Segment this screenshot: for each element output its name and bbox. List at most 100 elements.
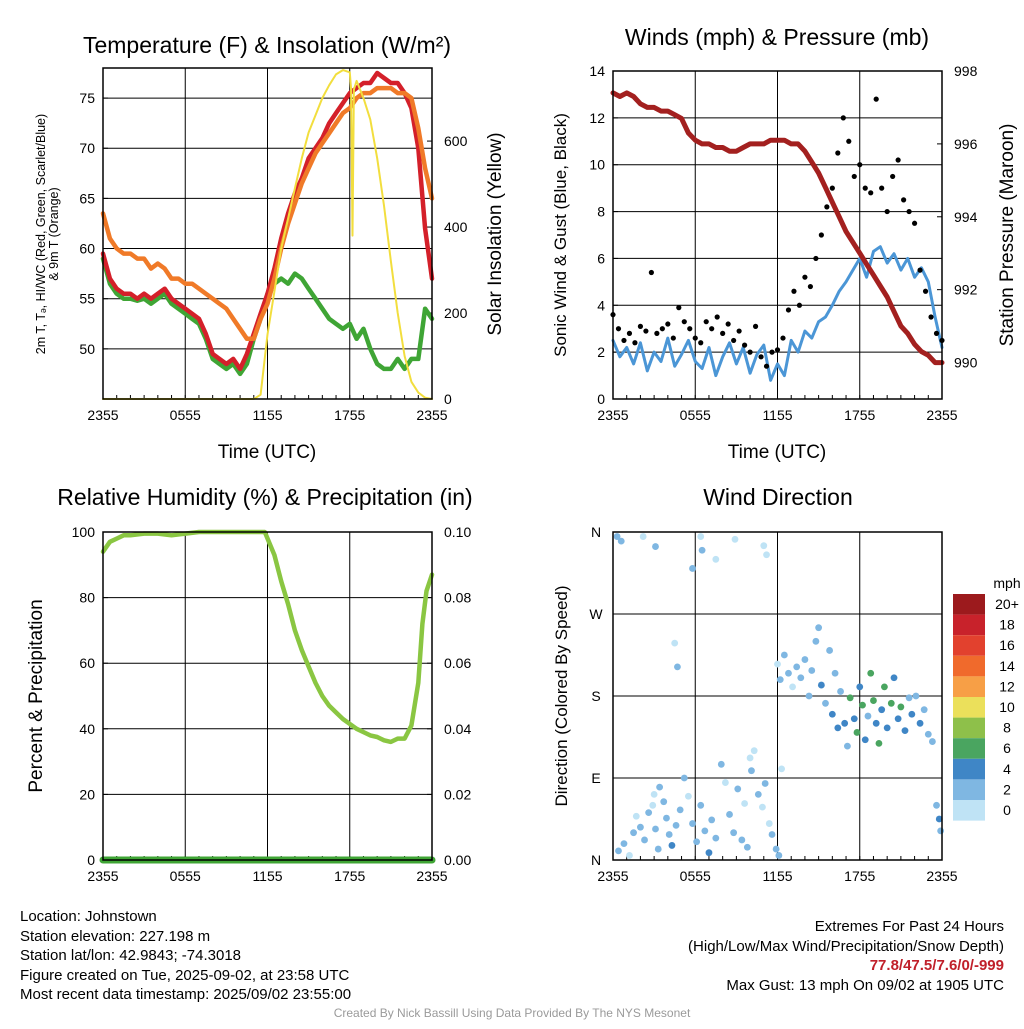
direction-point bbox=[641, 836, 648, 844]
gust-point bbox=[659, 326, 665, 332]
direction-point bbox=[937, 827, 945, 835]
gust-point bbox=[895, 157, 901, 163]
direction-point bbox=[615, 847, 622, 855]
x-tick-label: 0555 bbox=[170, 407, 201, 423]
direction-point bbox=[731, 535, 739, 543]
gust-point bbox=[615, 326, 622, 332]
direction-point bbox=[933, 801, 940, 809]
gust-point bbox=[890, 173, 896, 180]
direction-point bbox=[881, 683, 888, 691]
gust-point bbox=[829, 185, 835, 191]
y-tick-label: 8 bbox=[597, 204, 605, 220]
gust-point bbox=[851, 173, 857, 180]
direction-point bbox=[905, 694, 913, 702]
y-tick-label: 50 bbox=[79, 341, 95, 357]
direction-point bbox=[808, 667, 816, 674]
direction-point bbox=[765, 820, 773, 827]
gust-point bbox=[747, 349, 753, 355]
direction-point bbox=[929, 738, 936, 745]
y-tick-label: 40 bbox=[79, 721, 95, 737]
credit-text: Created By Nick Bassill Using Data Provi… bbox=[333, 1006, 691, 1020]
y-tick-label: 80 bbox=[79, 590, 95, 606]
legend-label: 6 bbox=[1003, 740, 1011, 756]
y2-tick-label: 600 bbox=[444, 133, 468, 149]
y2-tick-label: 0.06 bbox=[444, 655, 471, 671]
x-tick-label: 2355 bbox=[926, 407, 957, 423]
x-tick-label: 2355 bbox=[87, 407, 118, 423]
gust-point bbox=[796, 302, 803, 308]
direction-point bbox=[778, 765, 786, 773]
direction-point bbox=[924, 730, 932, 738]
direction-point bbox=[841, 719, 849, 727]
direction-point bbox=[846, 694, 854, 702]
direction-point bbox=[626, 852, 633, 859]
y-tick-label: 20 bbox=[79, 786, 95, 802]
x-tick-label: 2355 bbox=[416, 407, 447, 423]
direction-point bbox=[754, 791, 762, 798]
pressure-line bbox=[610, 90, 945, 366]
direction-point bbox=[689, 565, 696, 572]
gust-point bbox=[868, 190, 874, 196]
direction-point bbox=[890, 674, 898, 682]
direction-point bbox=[793, 663, 801, 671]
direction-point bbox=[665, 831, 673, 838]
direction-point bbox=[697, 533, 705, 540]
x-tick-label: 2355 bbox=[597, 407, 628, 423]
gust-point bbox=[769, 349, 775, 355]
gust-point bbox=[731, 337, 737, 344]
y-tick-label: 55 bbox=[79, 291, 95, 307]
gust-point bbox=[654, 330, 660, 336]
direction-point bbox=[883, 724, 891, 732]
legend-swatch bbox=[953, 655, 985, 677]
direction-point bbox=[672, 821, 680, 829]
y2-tick-label: 0.10 bbox=[444, 524, 471, 540]
station-info: Location: Johnstown Station elevation: 2… bbox=[20, 907, 351, 1005]
direction-point bbox=[887, 699, 895, 707]
direction-point bbox=[789, 683, 796, 691]
extremes-heading: Extremes For Past 24 Hours bbox=[814, 918, 1004, 935]
direction-point bbox=[859, 701, 866, 709]
y2-tick-label: 0.04 bbox=[444, 721, 471, 737]
direction-point bbox=[650, 791, 658, 798]
recent-data-text: Most recent data timestamp: 2025/09/02 2… bbox=[20, 986, 352, 1003]
gust-point bbox=[758, 354, 764, 360]
gust-point bbox=[780, 335, 786, 341]
gust-point bbox=[928, 314, 934, 320]
direction-point bbox=[613, 533, 621, 540]
y-tick-label: 60 bbox=[79, 241, 95, 257]
legend-swatch bbox=[953, 614, 985, 636]
x-tick-label: 1755 bbox=[844, 868, 875, 884]
gust-point bbox=[763, 363, 770, 369]
y2-tick-label: 0.02 bbox=[444, 786, 471, 802]
y-tick-label: 0 bbox=[597, 391, 605, 407]
y-tick-label: S bbox=[591, 688, 600, 704]
plot-frame bbox=[102, 531, 433, 861]
y-tick-label: 6 bbox=[597, 250, 605, 266]
gust-point bbox=[703, 319, 709, 325]
y2-tick-label: 0.00 bbox=[444, 852, 471, 868]
y-tick-label: 4 bbox=[597, 297, 605, 313]
direction-point bbox=[797, 674, 805, 682]
gust-point bbox=[917, 267, 923, 273]
y-tick-label: 70 bbox=[79, 140, 95, 156]
y-axis-label: Sonic Wind & Gust (Blue, Black) bbox=[551, 113, 570, 357]
y2-tick-label: 994 bbox=[954, 209, 978, 225]
direction-point bbox=[867, 669, 875, 677]
plot-frame bbox=[612, 70, 943, 400]
direction-point bbox=[705, 849, 713, 857]
legend-label: 16 bbox=[999, 637, 1015, 653]
gust-point bbox=[791, 288, 797, 294]
gust-point bbox=[906, 208, 912, 215]
direction-point bbox=[805, 692, 813, 700]
gust-point bbox=[818, 232, 824, 238]
direction-point bbox=[617, 537, 625, 545]
gust-point bbox=[802, 274, 808, 280]
x-tick-label: 1755 bbox=[334, 407, 365, 423]
direction-point bbox=[652, 543, 659, 550]
direction-point bbox=[815, 624, 823, 632]
legend-swatch bbox=[953, 594, 985, 615]
direction-point bbox=[763, 551, 770, 559]
direction-point bbox=[817, 681, 825, 689]
direction-point bbox=[637, 823, 644, 831]
